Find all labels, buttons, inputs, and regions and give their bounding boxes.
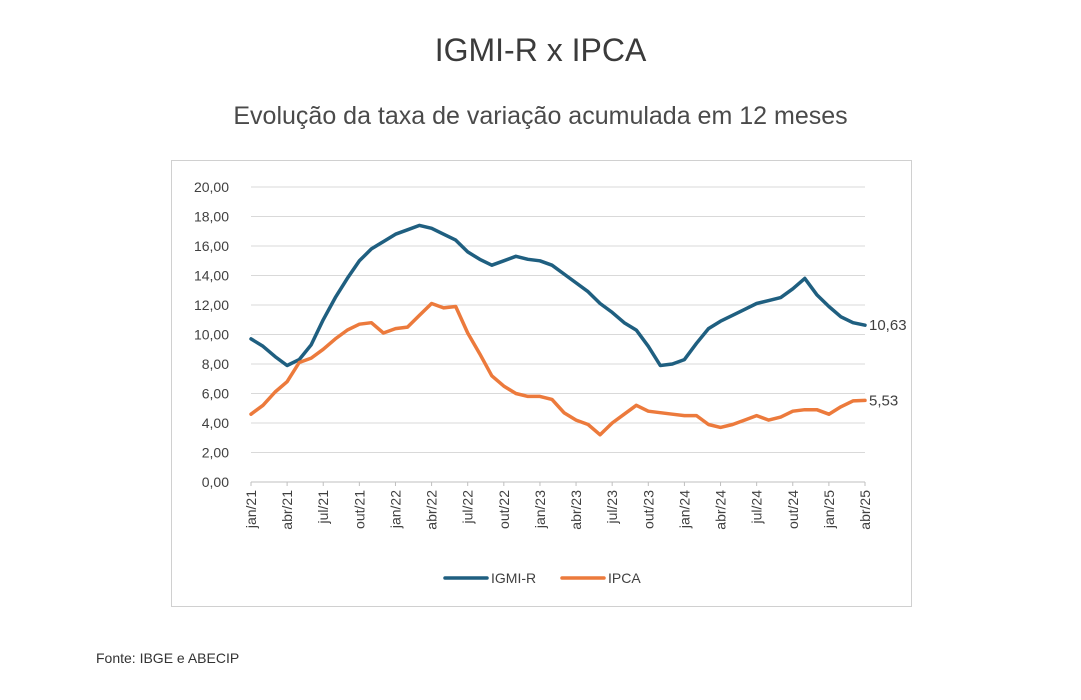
chart-container: 0,00 2,00 4,00 6,00 8,00 10,00 12,00 14,00 16,00… (171, 160, 912, 607)
y-tick-label: 8,00 (202, 356, 229, 372)
y-tick-label: 2,00 (202, 445, 229, 461)
x-tick-label: abr/22 (424, 490, 440, 530)
ipca-line (249, 301, 867, 437)
chart-title: IGMI-R x IPCA (434, 32, 647, 68)
y-tick-label: 20,00 (194, 179, 229, 195)
x-tick-label: out/22 (496, 490, 512, 529)
legend-label: IPCA (608, 570, 641, 586)
x-tick-label: jul/23 (604, 490, 620, 525)
y-tick-label: 0,00 (202, 474, 229, 490)
x-tick-label: abr/21 (279, 490, 295, 530)
chart-subtitle: Evolução da taxa de variação acumulada e… (233, 102, 848, 130)
x-tick-label: jan/22 (387, 490, 403, 529)
x-tick-label: abr/25 (857, 490, 873, 530)
y-tick-label: 4,00 (202, 415, 229, 431)
x-tick-label: jan/24 (676, 490, 692, 529)
x-tick-label: abr/24 (713, 490, 729, 530)
igmi-r-end-label: 10,63 (869, 317, 907, 334)
x-tick-label: out/23 (640, 490, 656, 529)
ipca-end-label: 5,53 (869, 392, 898, 409)
y-tick-label: 14,00 (194, 268, 229, 284)
y-tick-label: 12,00 (194, 297, 229, 313)
x-tick-label: out/21 (351, 490, 367, 529)
y-tick-label: 18,00 (194, 209, 229, 225)
line-chart: 0,00 2,00 4,00 6,00 8,00 10,00 12,00 14,00 16,00… (194, 179, 907, 586)
x-axis-ticks: jan/21 abr/21 jul/21 out/21 jan/22 abr/22 jul/… (243, 482, 873, 530)
y-tick-label: 6,00 (202, 386, 229, 402)
x-tick-label: jan/23 (532, 490, 548, 529)
gridlines (251, 186, 865, 483)
source-note: Fonte: IBGE e ABECIP (96, 650, 240, 666)
end-labels: 10,63 5,53 (869, 317, 907, 409)
legend-label: IGMI-R (491, 570, 536, 586)
x-tick-label: jul/22 (460, 490, 476, 525)
x-tick-label: jul/21 (315, 490, 331, 525)
legend: IGMI-R IPCA (443, 570, 641, 586)
x-tick-label: jan/21 (243, 490, 259, 529)
x-tick-label: abr/23 (568, 490, 584, 530)
x-tick-label: jul/24 (749, 490, 765, 525)
x-tick-label: out/24 (785, 490, 801, 529)
x-tick-label: jan/25 (821, 490, 837, 529)
y-tick-label: 10,00 (194, 327, 229, 343)
y-axis-ticks: 0,00 2,00 4,00 6,00 8,00 10,00 12,00 14,00 16,00… (194, 179, 229, 490)
series-lines (249, 223, 867, 437)
y-tick-label: 16,00 (194, 238, 229, 254)
igmi-r-line (249, 223, 867, 368)
